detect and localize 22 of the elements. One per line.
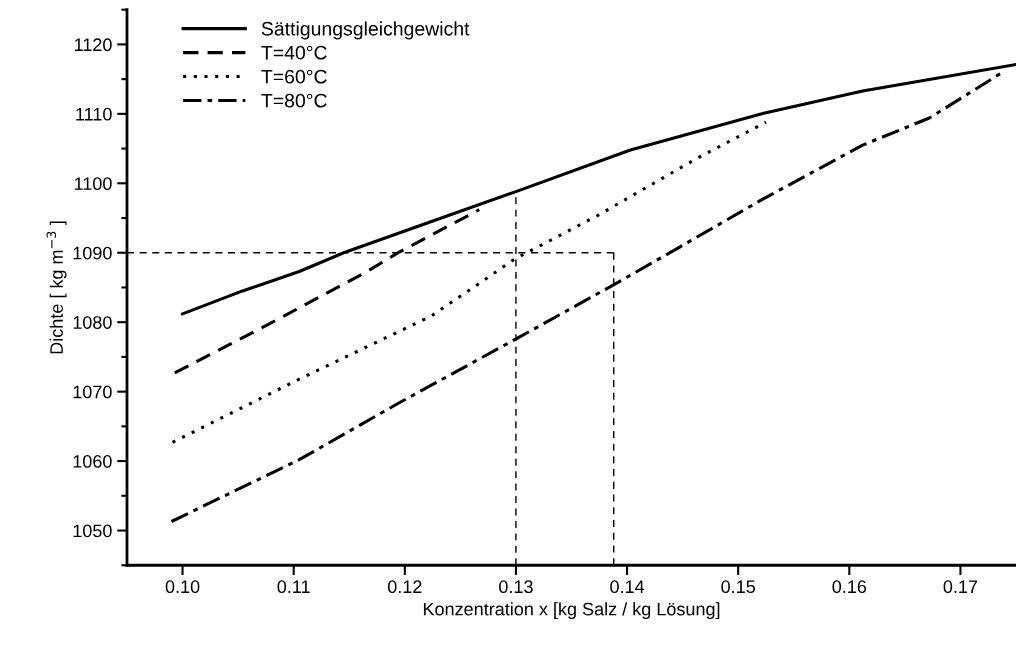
y-tick-label: 1090 <box>73 246 112 260</box>
y-tick-label: 1060 <box>73 455 112 468</box>
y-axis-title: Dichte [ kg m$^{−3}$ ] <box>46 221 67 354</box>
legend-label: T=80°C <box>261 93 327 108</box>
legend-label: T=60°C <box>261 69 327 84</box>
x-tick-label: 0.17 <box>943 580 978 594</box>
y-tick-label: 1120 <box>74 38 112 52</box>
legend-label: T=40°C <box>261 45 327 60</box>
y-tick-label: 1080 <box>73 316 112 329</box>
x-tick-label: 0.11 <box>277 580 310 594</box>
y-tick-label: 1100 <box>74 177 112 191</box>
x-tick-label: 0.10 <box>165 580 200 594</box>
y-tick-label: 1110 <box>76 107 112 121</box>
x-tick-label: 0.15 <box>721 580 755 594</box>
y-tick-label: 1050 <box>73 524 112 538</box>
x-tick-label: 0.13 <box>499 580 533 594</box>
x-tick-label: 0.12 <box>387 580 422 594</box>
y-tick-label: 1070 <box>73 385 112 399</box>
x-tick-label: 0.14 <box>610 580 645 594</box>
legend-label: Sättigungsgleichgewicht <box>261 21 470 40</box>
x-tick-label: 0.16 <box>832 580 867 594</box>
x-axis-title: Konzentration x [kg Salz / kg Lösung] <box>423 602 720 620</box>
